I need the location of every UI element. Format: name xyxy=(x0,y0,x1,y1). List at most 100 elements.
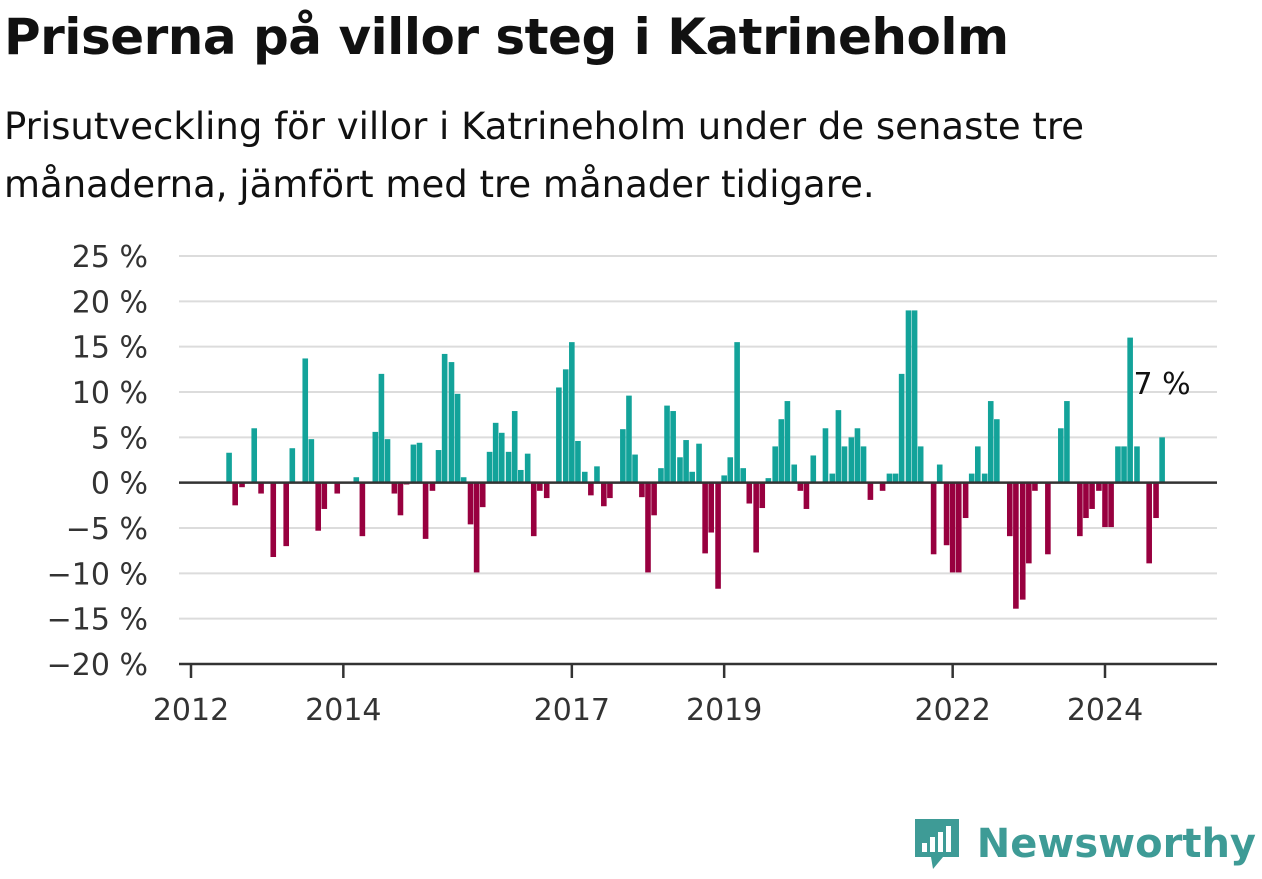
bar xyxy=(581,471,588,483)
bar xyxy=(841,446,848,483)
bar xyxy=(1083,482,1089,519)
bar xyxy=(677,457,683,483)
bar xyxy=(639,482,645,498)
bar xyxy=(898,373,905,483)
bar xyxy=(835,410,842,483)
bar xyxy=(607,482,613,499)
bar xyxy=(734,342,740,483)
bar xyxy=(232,482,238,506)
bar xyxy=(1019,482,1026,600)
bar xyxy=(308,439,315,483)
bar xyxy=(569,342,575,483)
bar xyxy=(854,428,861,483)
bar xyxy=(930,482,937,555)
bar xyxy=(511,411,518,483)
bar xyxy=(651,482,657,516)
bar xyxy=(936,464,943,483)
bar xyxy=(645,482,651,573)
x-tick-label: 2024 xyxy=(1067,693,1143,728)
bar xyxy=(270,482,277,558)
bar xyxy=(746,482,753,504)
x-tick-label: 2014 xyxy=(305,693,381,728)
bar xyxy=(905,310,912,483)
bar xyxy=(1006,482,1013,537)
bar xyxy=(353,477,360,483)
x-tick-label: 2019 xyxy=(686,693,762,728)
x-tick-label: 2017 xyxy=(534,693,610,728)
grid-lines xyxy=(179,255,1217,620)
bar xyxy=(765,478,772,483)
bar xyxy=(886,473,893,483)
bar xyxy=(696,443,702,483)
bar xyxy=(378,373,385,483)
bar xyxy=(810,455,817,483)
bar xyxy=(791,464,798,483)
bar xyxy=(968,473,975,483)
bar xyxy=(1013,482,1019,609)
bar xyxy=(416,442,423,483)
tick-labels: 25 % 20 % 15 % 10 % 5 % 0 % −5 % −10 % −15 % −20 … xyxy=(47,240,1191,728)
bar xyxy=(315,482,321,531)
bar xyxy=(588,482,594,496)
bar xyxy=(429,482,436,491)
y-tick-label: 10 % xyxy=(72,376,148,411)
bar xyxy=(524,453,531,483)
bar xyxy=(867,482,874,500)
newsworthy-logo-icon xyxy=(914,819,959,869)
bar xyxy=(594,466,600,483)
bar xyxy=(759,482,766,509)
bar xyxy=(441,353,448,483)
bar xyxy=(943,482,950,546)
bar xyxy=(892,473,899,483)
bar xyxy=(289,448,296,483)
brand-name: Newsworthy xyxy=(976,821,1256,867)
bar xyxy=(467,482,474,525)
bar xyxy=(1146,482,1152,564)
y-tick-label: 5 % xyxy=(91,421,148,456)
bar xyxy=(251,428,258,483)
bar xyxy=(721,475,727,483)
bar xyxy=(226,452,232,483)
bar xyxy=(422,482,429,539)
bar xyxy=(543,482,550,499)
bar xyxy=(486,451,493,483)
y-tick-label: −5 % xyxy=(66,512,148,547)
bar xyxy=(911,310,918,483)
bar xyxy=(258,482,264,494)
bar-chart: 25 % 20 % 15 % 10 % 5 % 0 % −5 % −10 % −15 % −20 … xyxy=(47,240,1217,728)
y-tick-label: 0 % xyxy=(91,467,148,502)
bar xyxy=(689,471,695,483)
bar xyxy=(575,440,581,483)
y-tick-label: 20 % xyxy=(72,285,148,320)
bar xyxy=(829,473,836,483)
bar xyxy=(460,477,467,483)
bar xyxy=(1058,428,1064,483)
bar xyxy=(803,482,810,509)
bar xyxy=(860,446,867,483)
bar xyxy=(518,469,524,483)
bar xyxy=(708,482,715,533)
y-tick-label: −15 % xyxy=(47,603,148,638)
bar xyxy=(239,482,245,488)
bar xyxy=(727,457,734,483)
newsworthy-logo: Newsworthy xyxy=(911,815,1256,873)
bar xyxy=(454,393,461,483)
bar xyxy=(1102,482,1108,528)
bar xyxy=(670,411,676,483)
bar xyxy=(384,439,391,483)
bar xyxy=(1096,482,1102,491)
bar xyxy=(620,429,626,483)
bar xyxy=(1064,401,1070,483)
bar xyxy=(917,446,924,483)
chart-title: Priserna på villor steg i Katrineholm xyxy=(4,8,1009,66)
bar xyxy=(1115,446,1121,483)
bar xyxy=(740,468,747,483)
bar xyxy=(1032,482,1038,491)
bar xyxy=(1134,446,1140,483)
bar xyxy=(1121,446,1127,483)
bar xyxy=(778,419,785,483)
bar xyxy=(822,428,829,483)
x-tick-label: 2012 xyxy=(153,693,229,728)
bar xyxy=(283,482,290,547)
bar xyxy=(505,451,512,483)
